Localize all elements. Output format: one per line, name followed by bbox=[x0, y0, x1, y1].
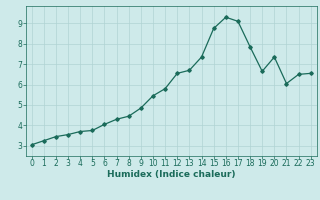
X-axis label: Humidex (Indice chaleur): Humidex (Indice chaleur) bbox=[107, 170, 236, 179]
